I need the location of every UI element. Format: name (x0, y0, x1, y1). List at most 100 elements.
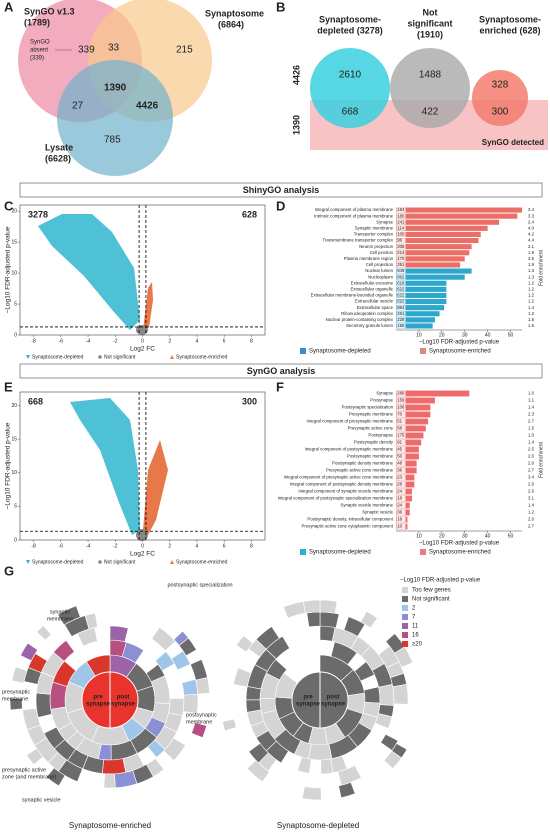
fold-label: 1.2 (528, 299, 535, 304)
legend-label: Synaptosome-enriched (176, 354, 228, 360)
venn-a: A SynGO v1.3 (1789) Synaptosome (6864) L… (4, 0, 264, 176)
legend-label: Synaptosome-enriched (429, 550, 491, 556)
category-label: Integral component of synaptic vesicle m… (298, 489, 393, 494)
count-label: 50 (397, 454, 402, 459)
fold-label: 4.2 (528, 232, 535, 237)
sunburst-segment (255, 626, 280, 650)
count-box (396, 481, 406, 488)
fold-label: 1.4 (528, 405, 535, 410)
row-label: 1390 (291, 115, 301, 135)
count-box (396, 317, 406, 323)
legend-label: Synaptosome-enriched (176, 559, 228, 565)
y-tick-label: 20 (11, 403, 17, 409)
count-label: 91 (397, 440, 402, 445)
venn-count: 1488 (419, 70, 442, 81)
legend-label: Synaptosome-depleted (309, 550, 371, 556)
set-label: Synaptosome- (319, 14, 381, 24)
panel-letter: F (276, 379, 284, 394)
sunburst-segment (195, 677, 211, 695)
bar (396, 250, 470, 256)
x-tick-label: 50 (508, 332, 514, 338)
legend-label: 16 (412, 633, 419, 639)
fold-label: 3.4 (528, 207, 535, 212)
y-tick-label: 15 (11, 436, 17, 442)
sunburst-segment (394, 646, 414, 668)
legend-label: 2 (412, 606, 416, 612)
sunburst-segment (233, 667, 252, 688)
x-axis-label: Log2 FC (130, 551, 155, 558)
bar (396, 231, 481, 238)
count-box (396, 397, 406, 404)
y-tick-label: 10 (11, 270, 17, 276)
sunburst-segment (320, 758, 334, 775)
count-label: 622 (397, 286, 405, 291)
bar (396, 262, 461, 268)
count-label: 214 (397, 250, 405, 255)
y-tick-label: 0 (14, 537, 17, 543)
category-label: Synaptic vesicle (362, 510, 393, 515)
category-label: Presynaptic active zone membrane (326, 468, 394, 473)
count-box (396, 495, 406, 502)
section-title: ShinyGO analysis (243, 185, 320, 195)
set-label: SynGO v1.3 (24, 6, 75, 16)
category-label: Synapse (376, 219, 393, 224)
count-label: 261 (397, 311, 405, 316)
count-box (396, 467, 406, 474)
category-label: Nuclear lumen (365, 268, 393, 273)
depleted-cloud (70, 398, 140, 535)
sunburst-segment (11, 666, 28, 684)
count-label: 51 (397, 419, 402, 424)
count-label: 628 (242, 209, 257, 219)
sunburst-segment (235, 635, 254, 653)
count-box (396, 232, 406, 237)
sunburst-segment (181, 679, 199, 696)
count-box (396, 219, 406, 225)
bar (396, 256, 465, 262)
fold-label: 1.5 (528, 426, 535, 431)
center-label: synapse (111, 702, 136, 708)
y-tick-label: 20 (11, 209, 17, 215)
count-label: 228 (397, 317, 405, 322)
y-tick-label: 5 (14, 301, 17, 307)
annotation: presynaptic (2, 689, 30, 695)
category-label: Presynaptic active zone (348, 426, 394, 431)
annotation: membrane (47, 616, 73, 622)
note: (339) (30, 56, 44, 62)
count-label: 156 (397, 323, 405, 328)
panel-letter: B (276, 0, 285, 14)
venn-count: 4426 (136, 101, 159, 112)
sunburst-segment (84, 612, 98, 630)
category-label: Integral component of plasma membrane (315, 207, 394, 212)
legend-swatch (402, 641, 408, 647)
legend-marker (26, 355, 30, 359)
y-tick-label: 0 (14, 332, 17, 338)
count-label: 114 (397, 225, 404, 230)
count-box (396, 305, 406, 310)
annotation: membrane (2, 696, 28, 702)
legend-label: Too few genes (412, 588, 451, 594)
legend-marker (98, 560, 102, 564)
count-label: 864 (397, 305, 405, 310)
count-box (396, 323, 406, 329)
category-label: Integral component of postsynaptic densi… (290, 482, 394, 487)
sunburst-segment (53, 639, 75, 662)
count-box (396, 432, 406, 439)
x-tick-label: 50 (508, 533, 514, 539)
set-label: (1910) (417, 29, 443, 39)
y-axis-label: −Log10 FDR-adjusted p-value (5, 226, 12, 313)
legend-marker (26, 560, 30, 564)
category-label: Presynapse (370, 398, 393, 403)
sunburst-segment (154, 651, 175, 672)
fold-label: 4.0 (528, 225, 535, 230)
annotation: postsynaptic (186, 712, 217, 718)
band-label: SynGO detected (482, 138, 544, 147)
set-count: (1789) (24, 17, 50, 27)
legend-label: 11 (412, 624, 419, 630)
bar (396, 397, 435, 404)
count-label: 24 (397, 489, 402, 494)
count-box (396, 238, 406, 243)
x-tick-label: 30 (462, 332, 468, 338)
x-tick-label: 0 (141, 543, 144, 549)
sunburst-segment (57, 605, 81, 626)
legend-swatch (420, 348, 426, 354)
